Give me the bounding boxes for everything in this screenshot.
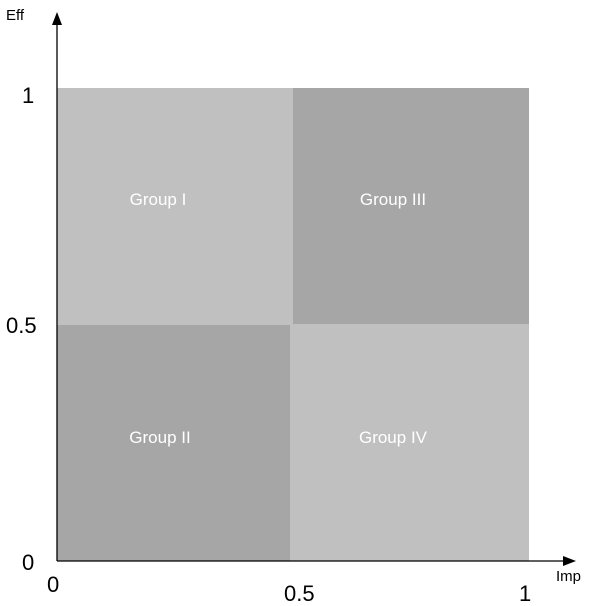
y-tick-label-1: 1 [22,83,34,108]
y-tick-label-0: 0 [22,550,34,575]
x-tick-label-0: 0 [47,572,59,597]
quadrant-label-group-iii: Group III [360,190,426,209]
y-axis-label: Eff [6,7,25,24]
x-axis-arrowhead [563,556,576,566]
x-tick-label-1: 1 [519,581,531,606]
quadrant-group-i [57,88,293,325]
quadrant-label-group-i: Group I [130,190,187,209]
y-axis-arrowhead [52,12,62,25]
quadrant-group-iv [290,324,529,561]
quadrant-label-group-ii: Group II [129,428,190,447]
x-axis-label: Imp [556,568,581,585]
y-tick-label-0-5: 0.5 [6,313,37,338]
x-tick-label-0-5: 0.5 [284,581,315,606]
quadrant-group-ii [57,325,290,561]
quadrant-label-group-iv: Group IV [359,428,428,447]
quadrant-group-iii [293,88,529,324]
